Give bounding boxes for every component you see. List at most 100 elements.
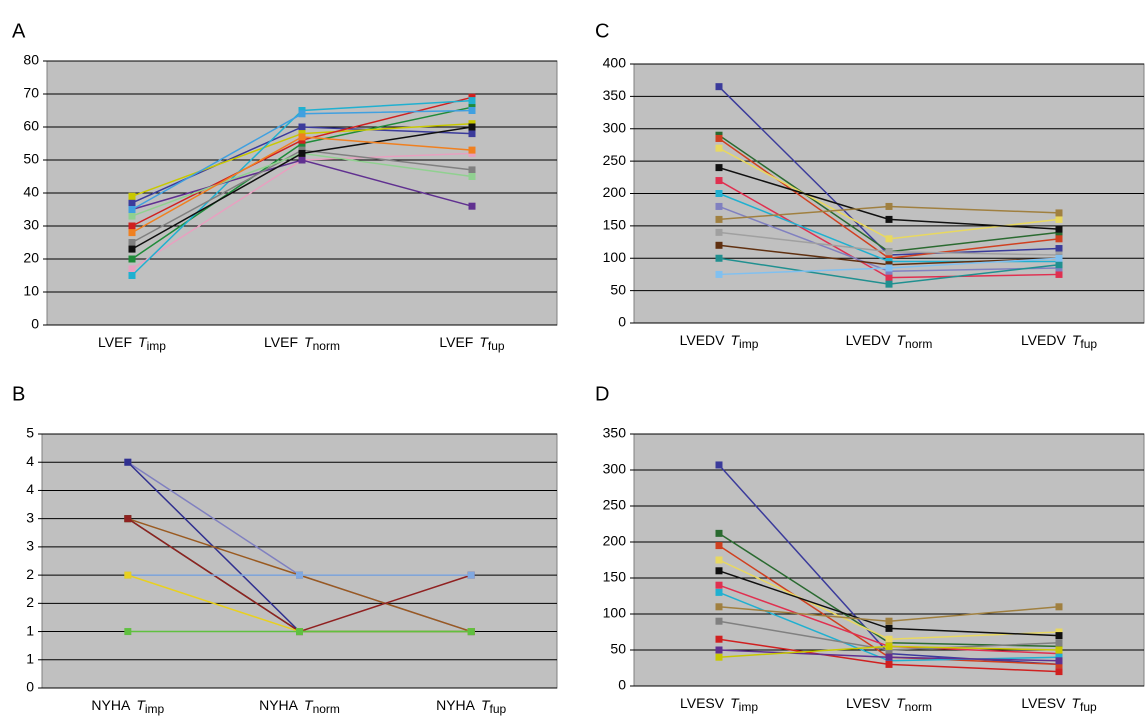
point-marker [128, 245, 136, 253]
point-marker [1055, 650, 1063, 658]
point-marker [1055, 235, 1063, 243]
point-marker [298, 149, 306, 157]
x-tick-label: LVESV Timp [680, 695, 758, 714]
point-marker [715, 215, 723, 223]
y-tick-label: 3 [26, 538, 34, 554]
point-marker [885, 215, 893, 223]
point-marker [468, 97, 476, 105]
point-marker [124, 458, 132, 466]
point-marker [296, 628, 303, 636]
y-tick-label: 2 [26, 566, 34, 582]
category-subscript: norm [313, 702, 340, 716]
category-name: NYHA [436, 697, 476, 713]
category-variable: T [896, 332, 906, 348]
category-name: LVESV [846, 695, 891, 711]
y-tick-label: 200 [603, 533, 627, 549]
y-tick-label: 30 [23, 217, 39, 233]
point-marker [715, 588, 723, 596]
y-tick-label: 20 [23, 250, 39, 266]
y-tick-label: 150 [603, 569, 627, 585]
y-tick-label: 0 [618, 314, 626, 330]
point-marker [128, 239, 136, 246]
point-marker [715, 529, 723, 537]
point-marker [885, 653, 893, 661]
point-marker [1055, 668, 1063, 676]
point-marker [298, 156, 306, 164]
point-marker [1055, 657, 1063, 665]
point-marker [715, 134, 723, 142]
point-marker [468, 130, 476, 138]
point-marker [715, 617, 723, 625]
y-tick-label: 300 [603, 119, 627, 135]
point-marker [715, 164, 723, 172]
point-marker [128, 212, 136, 220]
y-tick-label: 70 [23, 85, 39, 101]
y-tick-label: 350 [603, 425, 627, 441]
point-marker [715, 556, 723, 564]
panel-title: B [12, 383, 25, 405]
x-tick-label: LVEDV Tnorm [846, 332, 933, 351]
point-marker [715, 635, 723, 643]
point-marker [467, 628, 475, 636]
point-marker [715, 83, 723, 91]
y-tick-label: 0 [618, 677, 626, 693]
panel-title: C [595, 20, 609, 42]
point-marker [1055, 261, 1063, 269]
category-subscript: fup [490, 702, 507, 716]
point-marker [885, 202, 893, 210]
point-marker [715, 241, 723, 249]
category-name: LVEDV [1021, 332, 1067, 348]
y-tick-label: 50 [610, 641, 626, 657]
category-subscript: norm [905, 700, 932, 714]
point-marker [715, 646, 723, 654]
point-marker [128, 192, 136, 200]
point-marker [1055, 660, 1063, 668]
point-marker [1055, 215, 1063, 223]
category-variable: T [481, 697, 491, 713]
category-name: LVEF [439, 334, 473, 350]
point-marker [124, 571, 132, 579]
category-variable: T [730, 332, 740, 348]
x-tick-label: NYHA Timp [91, 697, 164, 716]
y-tick-label: 4 [26, 481, 34, 497]
category-variable: T [1072, 332, 1082, 348]
point-marker [1055, 270, 1063, 278]
category-subscript: imp [739, 337, 759, 351]
category-subscript: fup [1080, 337, 1097, 351]
point-marker [128, 222, 136, 230]
category-name: LVEF [264, 334, 298, 350]
category-variable: T [136, 697, 146, 713]
point-marker [128, 272, 136, 279]
point-marker [1055, 225, 1063, 233]
y-tick-label: 50 [610, 281, 626, 297]
x-tick-label: LVEF Timp [98, 334, 166, 353]
point-marker [885, 650, 893, 658]
x-tick-label: LVEDV Tfup [1021, 332, 1097, 351]
point-marker [715, 567, 723, 575]
point-marker [124, 515, 132, 523]
point-marker [1055, 642, 1063, 650]
x-tick-label: LVESV Tfup [1021, 695, 1097, 714]
point-marker [1055, 639, 1063, 647]
point-marker [1055, 628, 1063, 636]
point-marker [885, 624, 893, 632]
y-tick-label: 150 [603, 217, 627, 233]
y-tick-label: 300 [603, 461, 627, 477]
plot-area [41, 433, 558, 689]
point-marker [1055, 209, 1063, 217]
y-tick-label: 1 [26, 622, 34, 638]
category-variable: T [730, 695, 740, 711]
x-tick-label: LVEF Tfup [439, 334, 505, 353]
x-tick-label: NYHA Tnorm [259, 697, 340, 716]
point-marker [468, 173, 476, 180]
panel: B 0 1 1 2 2 3 3 4 4 5 NYHA Timp NYHA Tnorm NYHA Tfup [12, 383, 558, 716]
y-tick-label: 250 [603, 152, 627, 168]
point-marker [885, 639, 893, 647]
point-marker [885, 617, 893, 625]
point-marker [468, 123, 476, 131]
point-marker [128, 206, 136, 213]
point-marker [468, 166, 476, 174]
point-marker [128, 199, 136, 207]
x-tick-label: NYHA Tfup [436, 697, 506, 716]
category-variable: T [304, 334, 314, 350]
